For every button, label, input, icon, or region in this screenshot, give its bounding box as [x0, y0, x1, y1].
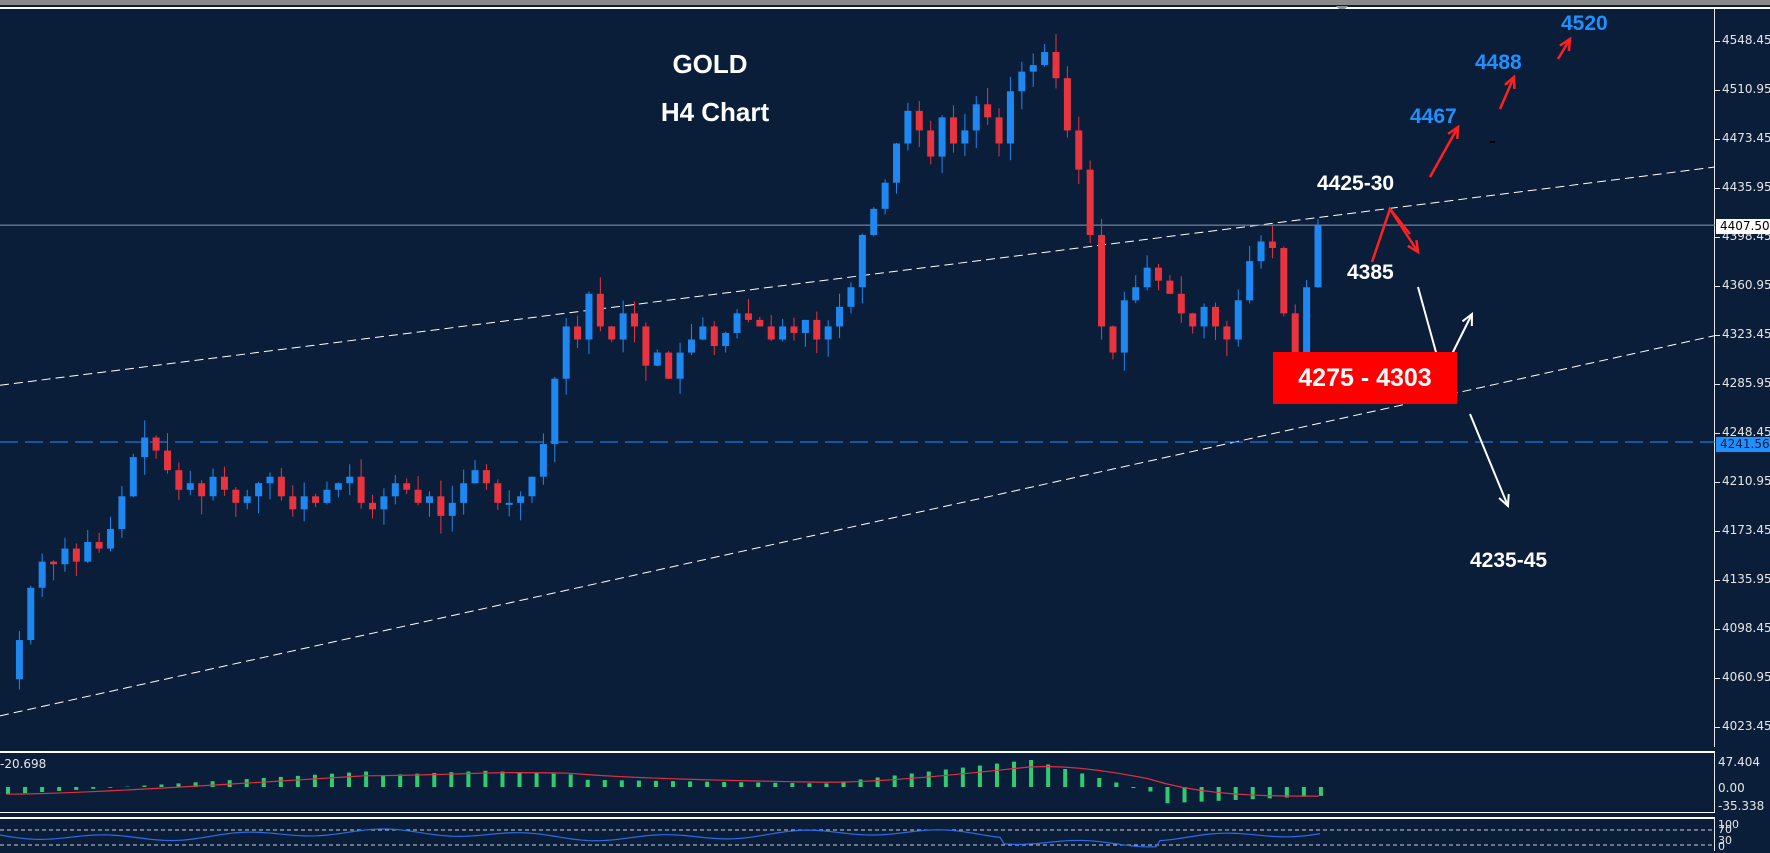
axis-tick-mark	[1715, 531, 1720, 532]
axis-tick-mark	[1715, 286, 1720, 287]
support-zone-label: 4275 - 4303	[1298, 364, 1431, 393]
support-zone-box: 4275 - 4303	[1273, 352, 1457, 404]
axis-tick-label: 4323.45	[1722, 327, 1770, 341]
axis-tick-mark	[1715, 629, 1720, 630]
axis-tick-mark	[1715, 384, 1720, 385]
axis-tick-mark	[1715, 237, 1720, 238]
macd-axis-max: 47.404	[1718, 755, 1760, 769]
axis-tick-label: 4473.45	[1722, 131, 1770, 145]
current-price-tag: 4407.50	[1716, 219, 1770, 234]
axis-tick-mark	[1715, 188, 1720, 189]
axis-tick-mark	[1715, 335, 1720, 336]
axis-tick-mark	[1715, 678, 1720, 679]
stochastic-panel[interactable]	[0, 817, 1715, 851]
axis-tick-label: 4285.95	[1722, 376, 1770, 390]
resistance-label-4425-30: 4425-30	[1317, 172, 1394, 196]
axis-tick-label: 4060.95	[1722, 670, 1770, 684]
target-label-4235-45: 4235-45	[1470, 549, 1547, 573]
stoch-axis-0: 0	[1718, 840, 1725, 853]
axis-tick-label: 4098.45	[1722, 621, 1770, 635]
axis-tick-mark	[1715, 139, 1720, 140]
axis-tick-mark	[1715, 41, 1720, 42]
level-price-tag: 4241.56	[1716, 437, 1770, 452]
axis-tick-label: 4173.45	[1722, 523, 1770, 537]
pivot-label-4385: 4385	[1347, 261, 1394, 285]
axis-tick-mark	[1715, 90, 1720, 91]
axis-tick-label: 4023.45	[1722, 719, 1770, 733]
price-chart-panel[interactable]: GOLD H4 Chart 4520 4488 4467 4425-30 438…	[0, 9, 1715, 747]
macd-axis-min: -35.338	[1718, 799, 1764, 813]
axis-tick-mark	[1715, 482, 1720, 483]
axis-tick-mark	[1715, 580, 1720, 581]
target-label-4488: 4488	[1475, 51, 1522, 75]
axis-tick-label: 4548.45	[1722, 33, 1770, 47]
axis-tick-mark	[1715, 727, 1720, 728]
candlestick-chart	[0, 9, 1715, 747]
stochastic-line	[0, 819, 1715, 853]
axis-tick-label: 4435.95	[1722, 180, 1770, 194]
target-label-4467: 4467	[1410, 105, 1457, 129]
axis-tick-label: 4210.95	[1722, 474, 1770, 488]
chart-subtitle: H4 Chart	[600, 97, 830, 128]
chart-title: GOLD	[640, 49, 780, 80]
axis-tick-label: 4510.95	[1722, 82, 1770, 96]
axis-tick-mark	[1715, 433, 1720, 434]
macd-panel[interactable]: -20.698	[0, 751, 1715, 813]
axis-tick-label: 4360.95	[1722, 278, 1770, 292]
axis-tick-label: 4135.95	[1722, 572, 1770, 586]
macd-axis-zero: 0.00	[1718, 781, 1745, 795]
macd-histogram	[0, 753, 1715, 813]
target-label-4520: 4520	[1561, 12, 1608, 36]
macd-value: -20.698	[0, 757, 46, 771]
